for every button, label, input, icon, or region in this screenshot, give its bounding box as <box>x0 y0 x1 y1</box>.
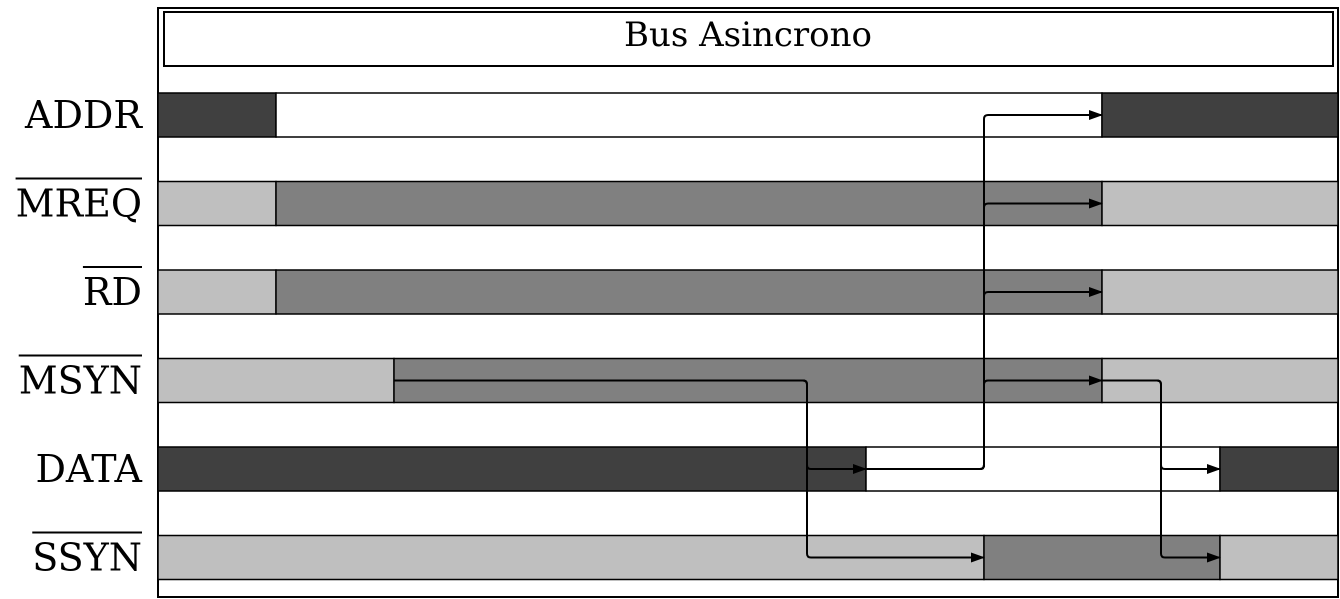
title-box <box>163 11 1334 67</box>
signal-rows: ADDR MREQ RD MSYN DATA SSYN <box>15 92 1339 581</box>
signal-msyn-segment <box>157 357 395 404</box>
signal-ssyn-segment <box>1219 534 1339 581</box>
signal-addr-segment <box>1101 92 1339 138</box>
signal-label-mreq: MREQ <box>16 182 142 226</box>
signal-label-msyn: MSYN <box>19 359 142 403</box>
signal-row-data: DATA <box>35 446 1339 492</box>
signal-label-data: DATA <box>35 447 142 491</box>
signal-row-ssyn: SSYN <box>32 531 1339 581</box>
signal-row-msyn: MSYN <box>18 354 1339 404</box>
signal-mreq-segment <box>157 180 277 227</box>
signal-rd-segment <box>1101 269 1339 315</box>
arrow-data-to-msyn <box>866 375 1103 470</box>
signal-row-addr: ADDR <box>24 92 1339 138</box>
signal-rd-segment <box>275 269 1103 315</box>
causality-arrows <box>394 110 1221 563</box>
signal-label-rd: RD <box>83 270 142 314</box>
diagram-title: Bus Asincrono <box>624 15 872 55</box>
signal-data-segment <box>1219 446 1339 492</box>
signal-mreq-segment <box>1101 180 1339 227</box>
signal-label-ssyn: SSYN <box>32 536 142 580</box>
arrow-msyn-to-ssyn <box>394 379 985 563</box>
signal-data-segment <box>157 446 867 492</box>
signal-rd-segment <box>157 269 277 315</box>
signal-row-rd: RD <box>82 266 1339 315</box>
signal-label-addr: ADDR <box>24 93 143 137</box>
signal-addr-segment <box>275 92 1103 138</box>
signal-row-mreq: MREQ <box>15 177 1339 227</box>
signal-addr-segment <box>157 92 277 138</box>
signal-mreq-segment <box>275 180 1103 227</box>
arrow-msyn-to-ssyn <box>1102 379 1221 563</box>
